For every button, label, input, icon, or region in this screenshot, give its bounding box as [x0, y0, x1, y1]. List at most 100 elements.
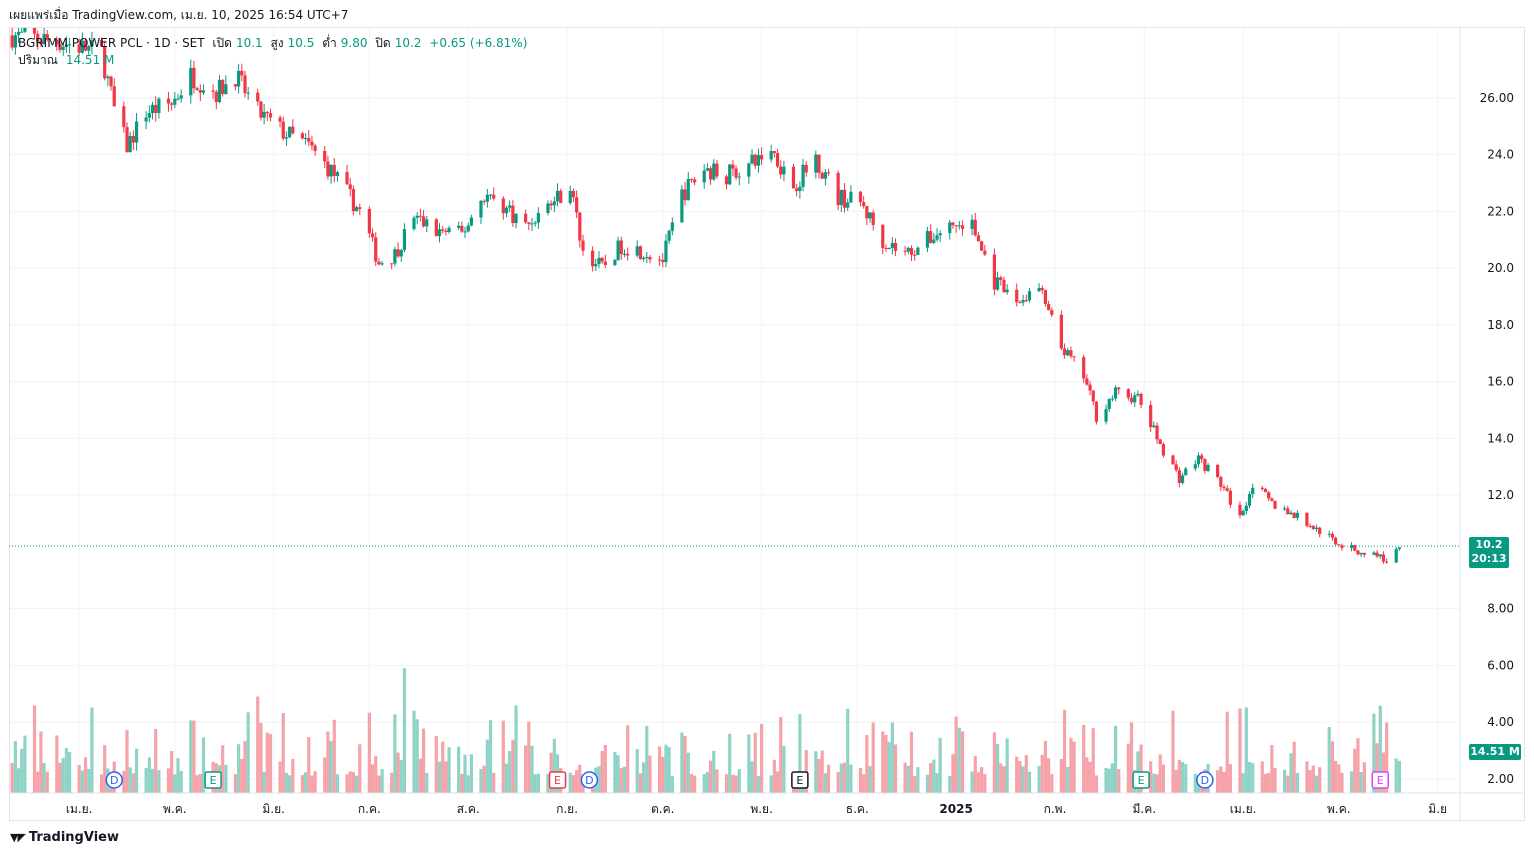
candle-layer — [10, 27, 1402, 564]
close-value: 10.2 — [394, 36, 422, 50]
candle-body — [441, 229, 445, 231]
volume-bar — [1372, 713, 1376, 793]
candle-body — [447, 227, 451, 233]
chart-frame[interactable]: 26.00 24.0 22.0 20.0 18.0 16.0 14.0 12.0 8.00 6.0… — [9, 27, 1525, 821]
volume-bar — [268, 734, 273, 793]
volume-bar — [444, 761, 448, 793]
candle-body — [903, 250, 907, 252]
volume-bar — [980, 767, 984, 793]
volume-bar — [938, 737, 942, 793]
price-chart[interactable]: 26.00 24.0 22.0 20.0 18.0 16.0 14.0 12.0 8.00 6.0… — [9, 27, 1525, 821]
candle-body — [772, 151, 776, 154]
volume-bar — [399, 759, 403, 793]
volume-bar — [667, 747, 671, 793]
candle-body — [960, 225, 965, 229]
volume-bar — [284, 772, 289, 793]
candle-body — [750, 154, 754, 164]
volume-bar — [1356, 738, 1360, 793]
volume-bar — [1273, 767, 1277, 793]
volume-bar — [1104, 768, 1108, 793]
candle-body — [932, 239, 936, 243]
volume-bar — [1050, 774, 1054, 793]
candle-body — [753, 154, 757, 166]
candle-body — [504, 207, 509, 214]
candle-body — [913, 254, 917, 256]
candle-body — [575, 197, 579, 213]
volume-bar — [348, 771, 352, 793]
candle-body — [469, 217, 474, 226]
open-value: 10.1 — [235, 36, 263, 50]
candle-body — [559, 190, 563, 203]
volume-bar — [533, 774, 537, 793]
candle-body — [125, 127, 129, 153]
candle-body — [221, 79, 225, 94]
volume-bar — [1228, 764, 1232, 793]
volume-bar — [278, 761, 282, 793]
volume-bar — [1082, 724, 1086, 793]
candle-body — [1244, 505, 1248, 512]
volume-bar — [734, 775, 738, 793]
y-tick-label: 26.00 — [1480, 91, 1514, 105]
volume-bar — [1072, 741, 1076, 793]
volume-bar — [67, 752, 72, 793]
volume-bar — [645, 725, 649, 793]
candle-body — [603, 261, 607, 265]
volume-bar — [1375, 743, 1379, 793]
candle-body — [708, 168, 713, 180]
change-value: +0.65 (+6.81%) — [429, 36, 528, 50]
volume-bar — [983, 774, 987, 793]
candle-body — [657, 259, 662, 261]
dividend-marker-icon — [1196, 771, 1214, 789]
candle-body — [348, 184, 352, 190]
candle-body — [546, 203, 550, 213]
candle-body — [616, 240, 620, 260]
volume-bar — [524, 745, 528, 793]
tradingview-logo[interactable]: ▼◤ TradingView — [10, 830, 119, 845]
candle-body — [865, 206, 869, 219]
volume-bar — [198, 773, 202, 793]
candle-body — [237, 70, 241, 87]
candle-body — [1238, 504, 1242, 516]
volume-bar — [826, 764, 831, 793]
volume-bar — [87, 769, 91, 793]
volume-bar — [1117, 769, 1121, 793]
volume-bar — [705, 771, 709, 793]
candle-body — [645, 256, 649, 258]
candle-body — [1305, 512, 1309, 526]
candle-body — [862, 202, 866, 207]
symbol-name[interactable]: BGRIMM POWER PCL · 1D · SET — [18, 36, 205, 50]
earnings-marker-icon — [791, 771, 809, 789]
volume-bar — [434, 736, 438, 793]
volume-bar — [1174, 769, 1178, 793]
volume-bar — [61, 757, 65, 793]
volume-bar — [887, 742, 891, 793]
candle-body — [332, 164, 336, 177]
volume-bar — [508, 751, 512, 793]
candle-body — [1155, 425, 1159, 440]
volume-bar — [1362, 762, 1366, 793]
volume-bar — [1241, 773, 1245, 793]
candle-body — [1015, 289, 1019, 303]
candle-body — [661, 259, 665, 263]
candle-body — [122, 106, 126, 128]
volume-bar — [648, 755, 652, 793]
candle-body — [619, 240, 623, 255]
bar-countdown: 20:13 — [1471, 552, 1507, 565]
volume-bar — [1270, 744, 1274, 793]
y-tick-label: 20.0 — [1487, 261, 1514, 275]
candle-body — [680, 189, 684, 223]
candle-body — [756, 155, 761, 166]
volume-bar — [463, 754, 467, 793]
volume-bar — [460, 773, 464, 793]
candle-body — [594, 264, 598, 267]
candle-body — [64, 44, 69, 47]
candle-body — [622, 253, 627, 255]
candle-body — [693, 179, 697, 183]
candle-body — [890, 242, 894, 249]
volume-bar — [492, 772, 496, 793]
candle-body — [460, 225, 464, 232]
candle-body — [909, 247, 914, 255]
candle-body — [1043, 289, 1048, 305]
volume-bar — [1062, 709, 1067, 793]
candle-body — [839, 189, 843, 206]
